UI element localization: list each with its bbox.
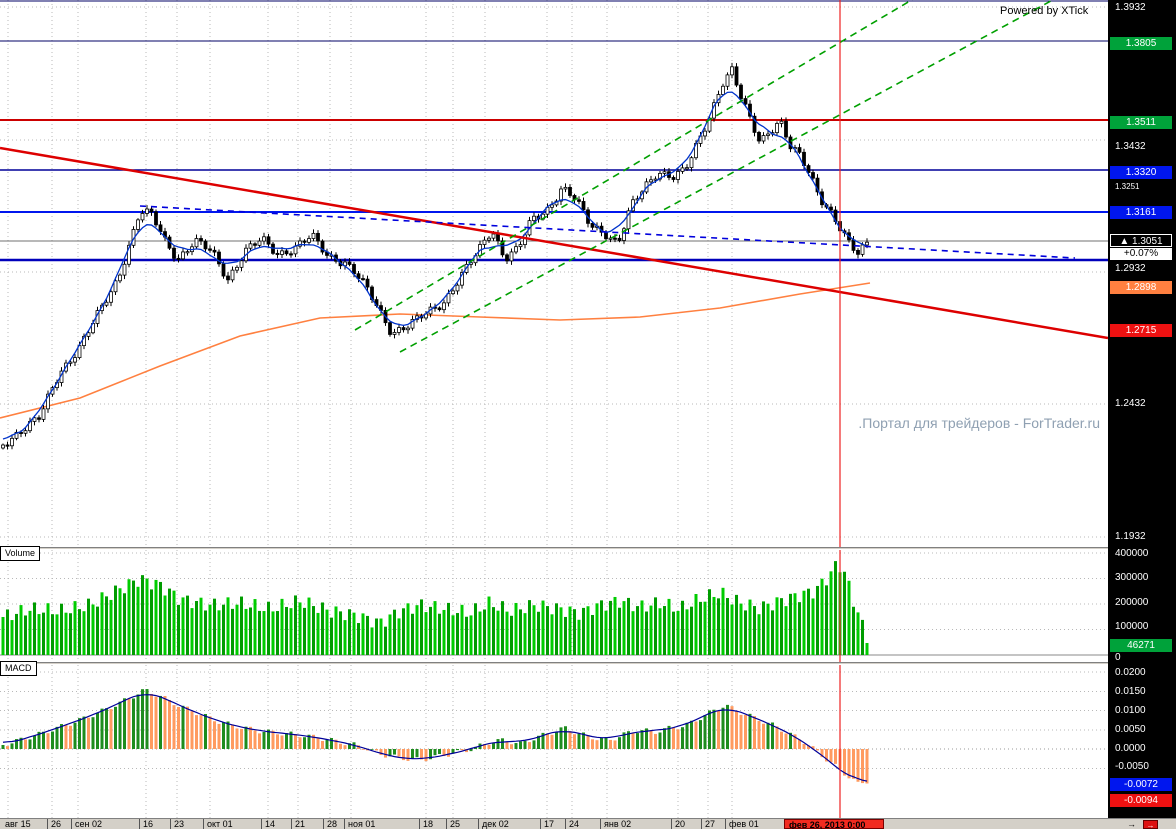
axis-tick-label: 0.0150	[1115, 686, 1146, 697]
time-tick-label: 20	[671, 819, 685, 829]
time-tick-label: фев 01	[725, 819, 759, 829]
axis-tick-label: 400000	[1115, 548, 1149, 559]
time-tick-label: 27	[701, 819, 715, 829]
axis-tick-label: 0	[1115, 652, 1121, 663]
time-tick-label: 26	[47, 819, 61, 829]
axis-badge: ▲ 1.3051	[1110, 234, 1172, 247]
axis-tick-label: 1.3932	[1115, 2, 1146, 13]
time-tick-label: 23	[170, 819, 184, 829]
change-percent-label: +0.07%	[1110, 248, 1172, 260]
axis-tick-label: 1.2432	[1115, 398, 1146, 409]
time-tick-label: 21	[291, 819, 305, 829]
axis-tick-label: 0.0000	[1115, 743, 1146, 754]
time-tick-label: окт 01	[203, 819, 233, 829]
time-tick-label: сен 02	[71, 819, 102, 829]
time-tick-label: ноя 01	[344, 819, 375, 829]
axis-badge: 1.2898	[1110, 281, 1172, 294]
time-tick-label: 14	[261, 819, 275, 829]
axis-badge: -0.0072	[1110, 778, 1172, 791]
axis-badge: 1.3161	[1110, 206, 1172, 219]
pane-divider[interactable]	[0, 662, 1108, 665]
volume-canvas[interactable]	[0, 550, 1108, 662]
axis-badge: 1.2715	[1110, 324, 1172, 337]
cursor-date-highlight: фев 26, 2013 0:00	[784, 819, 884, 829]
axis-tick-label: 300000	[1115, 572, 1149, 583]
watermark: .Портал для трейдеров - ForTrader.ru	[858, 415, 1100, 431]
axis-badge: -0.0094	[1110, 794, 1172, 807]
axis-tick-label: -0.0050	[1115, 761, 1149, 772]
time-tick-label: 28	[323, 819, 337, 829]
axis-badge: 1.3805	[1110, 37, 1172, 50]
scroll-right-icon[interactable]: →	[1127, 819, 1136, 829]
time-tick-label: авг 15	[5, 819, 31, 829]
axis-tick-label: 1.3432	[1115, 141, 1146, 152]
powered-by-label: Powered by XTick	[1000, 5, 1089, 17]
axis-badge: 1.3320	[1110, 166, 1172, 179]
macd-canvas[interactable]	[0, 665, 1108, 818]
time-tick-label: 17	[540, 819, 554, 829]
macd-pane-label[interactable]: MACD	[0, 661, 37, 676]
time-axis[interactable]: авг 15 26 сен 02 16 23 окт 01 14 21 28 ноя 01 18 25…	[0, 818, 1176, 829]
time-tick-label: янв 02	[600, 819, 631, 829]
time-tick-label: 24	[565, 819, 579, 829]
macd-pane[interactable]	[0, 665, 1108, 818]
volume-pane-label[interactable]: Volume	[0, 546, 41, 561]
jump-to-end-icon[interactable]: →	[1143, 820, 1158, 829]
time-tick-label: дек 02	[478, 819, 509, 829]
time-tick-label: 16	[139, 819, 153, 829]
axis-tick-label: 100000	[1115, 621, 1149, 632]
axis-tick-label: 1.2932	[1115, 263, 1146, 274]
axis-tick-label: 0.0200	[1115, 667, 1146, 678]
pane-divider[interactable]	[0, 547, 1108, 550]
time-tick-label: 25	[446, 819, 460, 829]
price-axis-panel[interactable]: 1.3932 1.3805 1.3511 1.3432 1.3320 1.3251 1.31…	[1108, 0, 1176, 818]
axis-badge: 1.3511	[1110, 116, 1172, 129]
axis-badge: 46271	[1110, 639, 1172, 652]
volume-pane[interactable]	[0, 550, 1108, 662]
axis-tick-label: 1.1932	[1115, 531, 1146, 542]
axis-tick-label: 1.3251	[1115, 182, 1140, 191]
axis-tick-label: 0.0050	[1115, 724, 1146, 735]
time-tick-label: 18	[419, 819, 433, 829]
price-chart-pane[interactable]	[0, 0, 1108, 547]
price-chart-canvas[interactable]	[0, 0, 1108, 547]
axis-tick-label: 200000	[1115, 597, 1149, 608]
axis-tick-label: 0.0100	[1115, 705, 1146, 716]
